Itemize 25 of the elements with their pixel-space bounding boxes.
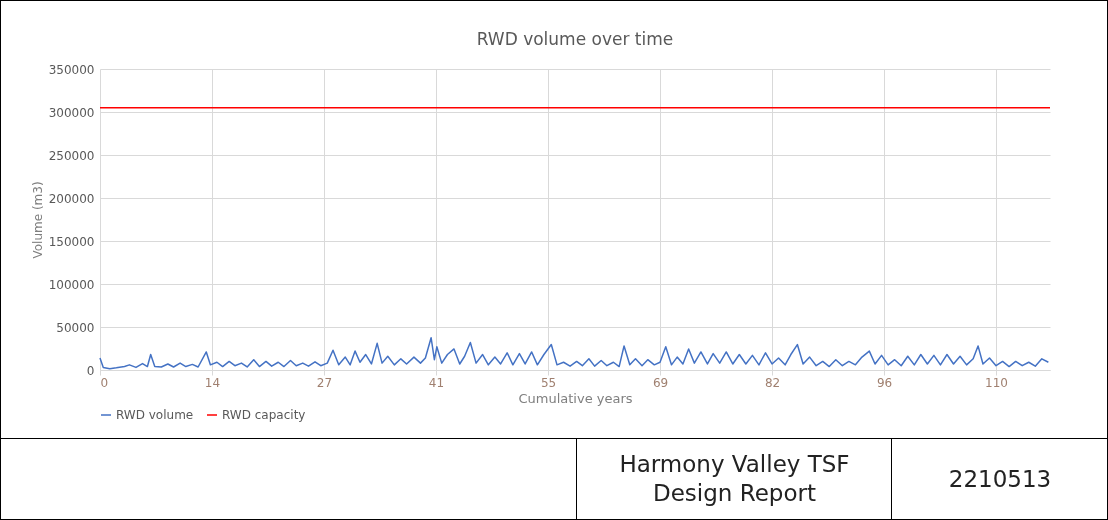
x-tick-label: 14 [204, 375, 221, 390]
x-tick-label: 82 [764, 375, 781, 390]
y-tick-label: 50000 [56, 320, 95, 335]
y-tick-label: 100000 [48, 277, 95, 292]
x-tick-label: 27 [316, 375, 333, 390]
x-axis-title: Cumulative years [518, 390, 633, 406]
x-tick-label: 96 [876, 375, 893, 390]
y-tick-label: 300000 [48, 105, 95, 120]
y-tick-label: 350000 [48, 62, 95, 77]
x-tick-label: 0 [100, 375, 109, 390]
text: Harmony Valley TSF Design Report [576, 439, 892, 519]
y-tick-label: 0 [86, 363, 95, 378]
x-tick-label: 41 [428, 375, 445, 390]
line-series [99, 337, 1050, 370]
x-tick-label: 69 [652, 375, 669, 390]
x-tick-label: 55 [540, 375, 557, 390]
x-tick-label: 110 [985, 375, 1008, 390]
y-tick-label: 150000 [48, 234, 95, 249]
chart-title: RWD volume over time [476, 29, 674, 49]
legend-label: RWD capacity [222, 408, 306, 422]
y-tick-label: 200000 [48, 191, 95, 206]
text: 2210513 [891, 439, 1108, 519]
y-tick-label: 250000 [48, 148, 95, 163]
y-axis-title: Volume (m3) [30, 181, 45, 259]
legend-label: RWD volume [116, 408, 194, 422]
